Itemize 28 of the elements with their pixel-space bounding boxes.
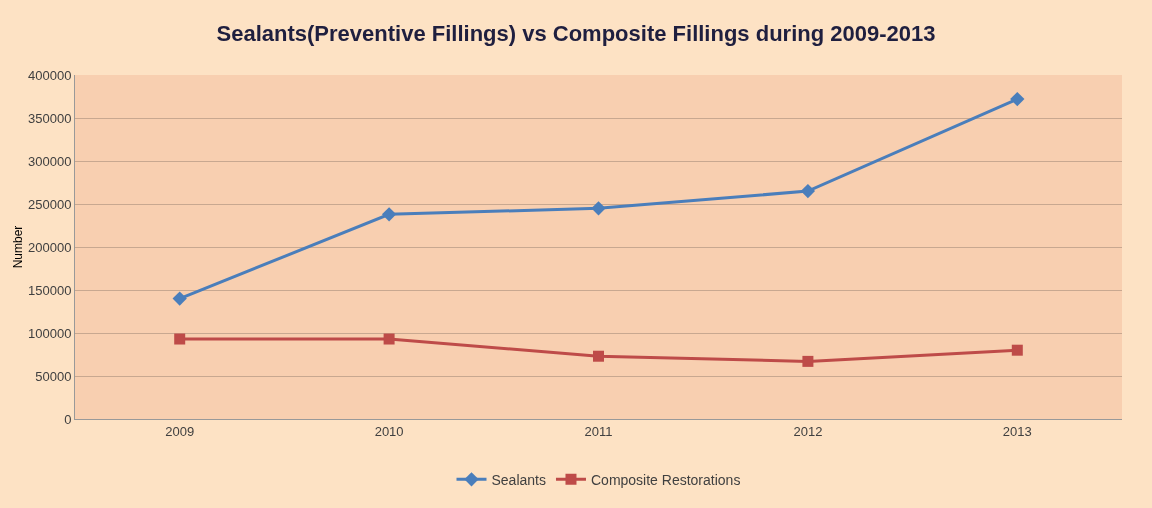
point	[800, 183, 816, 199]
y-tick-label: 100000	[28, 325, 72, 341]
y-tick-label: 50000	[35, 368, 72, 384]
y-tick-label: 200000	[28, 239, 72, 255]
y-tick-label: 150000	[28, 282, 72, 298]
chart-title: Sealants(Preventive Fillings) vs Composite Fillings during 2009-2013	[216, 20, 936, 46]
point	[593, 350, 604, 362]
x-tick-label: 2013	[1002, 423, 1032, 439]
point	[1010, 91, 1025, 107]
y-axis-title: Number	[11, 225, 26, 269]
point	[383, 333, 395, 345]
legend-label: Sealants	[491, 471, 546, 488]
point	[802, 355, 814, 367]
y-tick-label: 0	[64, 411, 72, 427]
point	[591, 201, 606, 216]
y-tick-label: 250000	[28, 196, 72, 212]
legend-label: Composite Restorations	[590, 471, 741, 488]
x-tick-label: 2012	[793, 423, 823, 439]
point	[174, 333, 186, 345]
x-tick-label: 2010	[374, 423, 404, 439]
x-tick-label: 2009	[165, 423, 195, 439]
x-tick-label: 2011	[584, 423, 613, 439]
point	[381, 207, 397, 222]
y-tick-label: 300000	[28, 153, 72, 169]
y-tick-label: 350000	[28, 110, 72, 126]
point	[172, 291, 187, 306]
y-tick-label: 400000	[28, 67, 72, 83]
point	[1011, 344, 1023, 356]
